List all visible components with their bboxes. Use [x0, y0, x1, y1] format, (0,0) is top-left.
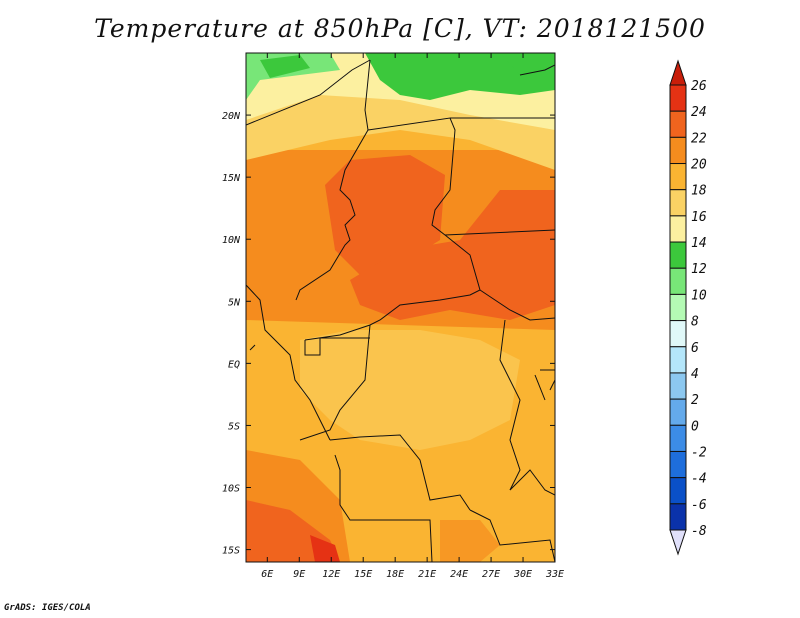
lon-tick-label: 12E	[322, 569, 340, 580]
congo-basin	[300, 330, 520, 450]
colorbar-max-arrow	[669, 59, 687, 86]
country-borders	[246, 59, 555, 562]
lat-tick-label: 15N	[222, 173, 241, 184]
colorbar-swatch	[669, 398, 687, 426]
temperature-field	[246, 53, 555, 562]
lat-tick-label: 20N	[222, 111, 241, 122]
lat-tick-label: 15S	[222, 546, 240, 557]
lon-tick-label: 6E	[261, 569, 273, 580]
colorbar-swatch	[669, 267, 687, 295]
lat-tick-label: 10N	[222, 235, 241, 246]
colorbar-label: 26	[691, 79, 707, 94]
colorbar-label: 18	[691, 184, 707, 199]
colorbar-label: -4	[691, 472, 707, 487]
lat-tick-label: 10S	[222, 484, 240, 495]
colorbar-swatch	[669, 241, 687, 269]
lon-tick-label: 24E	[450, 569, 468, 580]
colorbar-swatch	[669, 293, 687, 322]
colorbar-label: 10	[691, 288, 707, 303]
credit-label: GrADS: IGES/COLA	[4, 603, 91, 613]
lat-tick-label: 5N	[228, 297, 241, 308]
lon-axis: 6E 9E 12E 15E 18E 21E 24E 27E 30E 33E	[261, 53, 564, 580]
chad-hot-core	[325, 155, 445, 275]
colorbar-label: 20	[691, 158, 707, 173]
colorbar-swatch	[669, 320, 687, 348]
colorbar-label: 22	[691, 131, 707, 146]
colorbar-label: 16	[691, 210, 707, 225]
lon-tick-label: 27E	[482, 569, 500, 580]
lat-tick-label: 5S	[228, 421, 240, 432]
saharan-green-band-east	[365, 53, 555, 100]
colorbar-label: 14	[691, 236, 707, 251]
lon-tick-label: 18E	[386, 569, 404, 580]
colorbar-swatch	[669, 84, 687, 112]
colorbar-swatch	[669, 346, 687, 374]
lon-tick-label: 21E	[418, 569, 436, 580]
colorbar-swatch	[669, 424, 687, 452]
colorbar-label: -2	[691, 445, 707, 460]
central-african-hot-core	[350, 190, 555, 320]
colorbar-swatch	[669, 189, 687, 217]
colorbar-label: -6	[691, 498, 707, 513]
colorbar-label: 8	[691, 315, 699, 330]
lon-tick-label: 30E	[513, 569, 532, 580]
lon-tick-label: 33E	[545, 569, 564, 580]
colorbar-label: 4	[691, 367, 699, 382]
colorbar-swatch	[669, 163, 687, 191]
colorbar-swatch	[669, 450, 687, 479]
page-title: Temperature at 850hPa [C], VT: 201812150…	[94, 14, 706, 43]
colorbar-min-arrow	[669, 529, 687, 556]
colorbar-label: 2	[691, 393, 699, 408]
colorbar-swatch	[669, 136, 687, 165]
colorbar-label: 6	[691, 341, 699, 356]
colorbar-label: 24	[691, 105, 707, 120]
colorbar-label: 0	[691, 419, 699, 434]
lon-tick-label: 9E	[293, 569, 305, 580]
lat-axis: 20N 15N 10N 5N EQ 5S 10S 15S	[222, 111, 555, 557]
colorbar-swatch	[669, 477, 687, 505]
colorbar-swatch	[669, 372, 687, 400]
colorbar-swatch	[669, 215, 687, 243]
lat-tick-label: EQ	[228, 359, 240, 370]
colorbar-label: -8	[691, 524, 707, 539]
colorbar-label: 12	[691, 262, 707, 277]
colorbar-swatch	[669, 110, 687, 138]
colorbar-swatch	[669, 503, 687, 531]
lon-tick-label: 15E	[354, 569, 372, 580]
map-frame	[245, 52, 556, 563]
